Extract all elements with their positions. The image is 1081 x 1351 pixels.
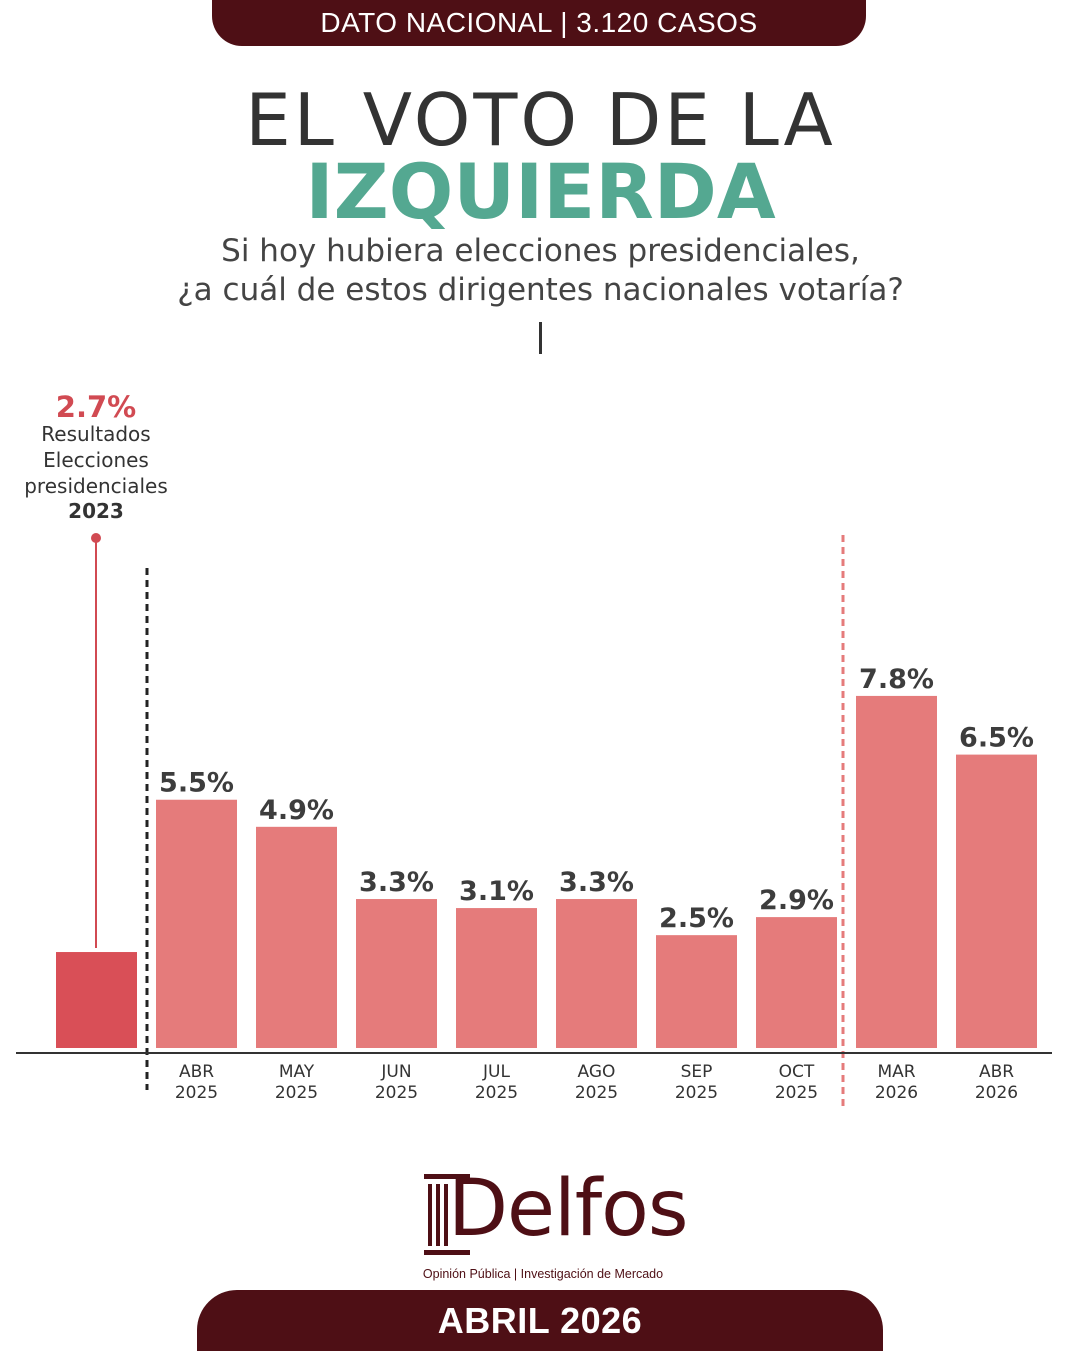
x-tick-year-2: 2025 [375, 1083, 418, 1103]
x-tick-year-0: 2025 [175, 1083, 218, 1103]
bar-3 [456, 908, 537, 1048]
x-tick-year-4: 2025 [575, 1083, 618, 1103]
reference-bar-2023 [56, 952, 137, 1048]
banner-text: DATO NACIONAL | 3.120 CASOS [320, 7, 758, 38]
bar-8 [956, 754, 1037, 1048]
reference-label-line-2: Elecciones [43, 448, 149, 472]
subtitle-line-2: ¿a cuál de estos dirigentes nacionales v… [177, 272, 904, 308]
bar-0 [156, 799, 237, 1048]
reference-label-line-3: presidenciales [24, 474, 168, 498]
bar-7 [856, 695, 937, 1048]
x-tick-year-3: 2025 [475, 1083, 518, 1103]
x-tick-month-7: MAR [877, 1062, 915, 1082]
top-banner: DATO NACIONAL | 3.120 CASOS [212, 0, 866, 46]
x-tick-month-3: JUL [482, 1062, 510, 1082]
page-title-line1: EL VOTO DE LA [245, 78, 836, 162]
reference-label-line-1: Resultados [41, 422, 150, 446]
x-tick-month-8: ABR [979, 1062, 1014, 1082]
logo-wordmark: Delfos [448, 1164, 689, 1254]
subtitle-line-1: Si hoy hubiera elecciones presidenciales… [221, 233, 860, 269]
x-tick-year-5: 2025 [675, 1083, 718, 1103]
footer-date: ABRIL 2026 [437, 1299, 643, 1341]
bar-value-label-6: 2.9% [759, 885, 834, 916]
text-cursor-divider [539, 322, 542, 354]
bar-value-label-3: 3.1% [459, 876, 534, 907]
reference-year: 2023 [68, 499, 124, 523]
bar-value-label-0: 5.5% [159, 768, 234, 799]
logo-tagline: Opinión Pública | Investigación de Merca… [422, 1267, 664, 1281]
page-title-highlight: IZQUIERDA [305, 147, 776, 236]
bar-value-label-5: 2.5% [659, 903, 734, 934]
reference-value-label: 2.7% [56, 390, 136, 424]
x-tick-year-7: 2026 [875, 1083, 918, 1103]
bar-value-label-4: 3.3% [559, 867, 634, 898]
column-logo-icon [424, 1174, 470, 1255]
bar-value-label-7: 7.8% [859, 664, 934, 695]
bar-1 [256, 826, 337, 1048]
bar-value-label-8: 6.5% [959, 723, 1034, 754]
x-tick-year-6: 2025 [775, 1083, 818, 1103]
x-tick-year-1: 2025 [275, 1083, 318, 1103]
x-tick-year-8: 2026 [975, 1083, 1018, 1103]
question-subtitle: Si hoy hubiera elecciones presidenciales… [0, 232, 1081, 310]
bar-chart: 2.7% Resultados Elecciones presidenciale… [16, 390, 1052, 1108]
x-tick-month-2: JUN [380, 1062, 411, 1082]
reference-annotation: 2.7% Resultados Elecciones presidenciale… [24, 390, 168, 949]
bottom-banner: ABRIL 2026 [197, 1290, 883, 1351]
bar-2 [356, 899, 437, 1048]
x-tick-month-5: SEP [681, 1062, 713, 1082]
delfos-logo: Delfos Opinión Pública | Investigación d… [418, 1164, 689, 1281]
bar-value-label-2: 3.3% [359, 867, 434, 898]
x-tick-month-6: OCT [779, 1062, 815, 1082]
x-tick-month-0: ABR [179, 1062, 214, 1082]
x-tick-month-1: MAY [279, 1062, 315, 1082]
bar-5 [656, 935, 737, 1048]
bar-4 [556, 899, 637, 1048]
x-tick-month-4: AGO [578, 1062, 616, 1082]
bar-6 [756, 917, 837, 1048]
bar-value-label-1: 4.9% [259, 795, 334, 826]
